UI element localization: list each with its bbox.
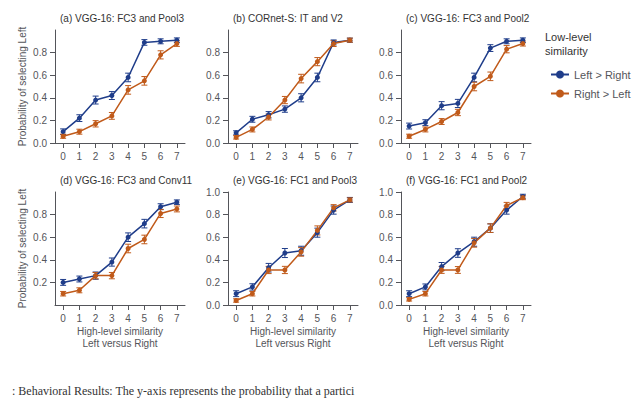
svg-text:4: 4 xyxy=(471,151,477,162)
svg-text:4: 4 xyxy=(125,313,131,324)
svg-text:7: 7 xyxy=(174,151,180,162)
svg-text:similarity: similarity xyxy=(545,45,588,57)
svg-text:0.2: 0.2 xyxy=(33,115,47,126)
svg-text:0.0: 0.0 xyxy=(206,138,220,149)
svg-text:0.0: 0.0 xyxy=(379,300,393,311)
svg-text:6: 6 xyxy=(331,151,337,162)
svg-text:0.8: 0.8 xyxy=(206,209,220,220)
svg-text:6: 6 xyxy=(158,313,164,324)
svg-text:0.0: 0.0 xyxy=(33,138,47,149)
svg-text:7: 7 xyxy=(174,313,180,324)
svg-text:4: 4 xyxy=(125,151,131,162)
svg-text:2: 2 xyxy=(93,313,99,324)
svg-text:(b) CORnet-S: IT and V2: (b) CORnet-S: IT and V2 xyxy=(233,13,343,24)
svg-text:7: 7 xyxy=(347,151,353,162)
svg-text:0.2: 0.2 xyxy=(33,277,47,288)
svg-text:5: 5 xyxy=(142,313,148,324)
svg-text:0.6: 0.6 xyxy=(379,232,393,243)
svg-text:3: 3 xyxy=(282,151,288,162)
svg-text:0.8: 0.8 xyxy=(379,47,393,58)
svg-text:1: 1 xyxy=(250,313,256,324)
svg-text:7: 7 xyxy=(347,313,353,324)
svg-text:(d) VGG-16: FC3 and Conv11: (d) VGG-16: FC3 and Conv11 xyxy=(60,175,193,186)
svg-text:0.6: 0.6 xyxy=(33,232,47,243)
svg-text:0.2: 0.2 xyxy=(379,115,393,126)
svg-text:1: 1 xyxy=(77,313,83,324)
svg-text:0.4: 0.4 xyxy=(206,254,220,265)
svg-text:2: 2 xyxy=(439,313,445,324)
svg-text:6: 6 xyxy=(158,151,164,162)
svg-text:Left versus Right: Left versus Right xyxy=(82,338,157,349)
svg-text:2: 2 xyxy=(266,151,272,162)
svg-text:6: 6 xyxy=(504,313,510,324)
svg-text:3: 3 xyxy=(455,151,461,162)
svg-text:0.2: 0.2 xyxy=(206,115,220,126)
svg-text:High-level similarity: High-level similarity xyxy=(250,326,336,337)
svg-text:1: 1 xyxy=(423,151,429,162)
svg-text:7: 7 xyxy=(520,313,526,324)
svg-text:0.8: 0.8 xyxy=(379,209,393,220)
svg-text:Left versus Right: Left versus Right xyxy=(428,338,503,349)
svg-text:4: 4 xyxy=(298,151,304,162)
svg-text:0: 0 xyxy=(60,313,66,324)
svg-text:(c) VGG-16: FC3 and Pool2: (c) VGG-16: FC3 and Pool2 xyxy=(406,13,530,24)
svg-text:5: 5 xyxy=(488,151,494,162)
svg-text:1.0: 1.0 xyxy=(379,187,393,198)
svg-text:(f) VGG-16: FC1 and Pool2: (f) VGG-16: FC1 and Pool2 xyxy=(406,175,528,186)
svg-text:0.4: 0.4 xyxy=(379,92,393,103)
svg-text:1: 1 xyxy=(423,313,429,324)
svg-text:3: 3 xyxy=(455,313,461,324)
svg-text:1: 1 xyxy=(250,151,256,162)
svg-text:0.2: 0.2 xyxy=(206,277,220,288)
svg-text:2: 2 xyxy=(439,151,445,162)
svg-text:(e) VGG-16: FC1 and Pool3: (e) VGG-16: FC1 and Pool3 xyxy=(233,175,357,186)
svg-text:3: 3 xyxy=(109,313,115,324)
svg-text:0.4: 0.4 xyxy=(379,254,393,265)
svg-text:5: 5 xyxy=(488,313,494,324)
svg-text:4: 4 xyxy=(471,313,477,324)
svg-text:: Behavioral Results: The y-ax: : Behavioral Results: The y-axis represe… xyxy=(12,384,355,398)
svg-text:0.8: 0.8 xyxy=(33,47,47,58)
svg-text:Low-level: Low-level xyxy=(545,31,591,43)
svg-text:Left versus Right: Left versus Right xyxy=(255,338,330,349)
svg-text:4: 4 xyxy=(298,313,304,324)
svg-text:High-level similarity: High-level similarity xyxy=(77,326,163,337)
svg-text:0.8: 0.8 xyxy=(206,47,220,58)
svg-text:3: 3 xyxy=(282,313,288,324)
svg-text:2: 2 xyxy=(93,151,99,162)
svg-text:2: 2 xyxy=(266,313,272,324)
svg-text:1: 1 xyxy=(77,151,83,162)
svg-text:0.0: 0.0 xyxy=(206,300,220,311)
svg-text:5: 5 xyxy=(315,313,321,324)
svg-text:0.6: 0.6 xyxy=(379,70,393,81)
svg-text:Probability of selecting Left: Probability of selecting Left xyxy=(17,27,28,147)
svg-text:0.4: 0.4 xyxy=(33,92,47,103)
svg-text:5: 5 xyxy=(315,151,321,162)
svg-text:0: 0 xyxy=(406,313,412,324)
svg-text:0.6: 0.6 xyxy=(206,232,220,243)
svg-text:(a) VGG-16: FC3 and Pool3: (a) VGG-16: FC3 and Pool3 xyxy=(60,13,184,24)
svg-text:0: 0 xyxy=(233,313,239,324)
svg-text:3: 3 xyxy=(109,151,115,162)
svg-text:0.6: 0.6 xyxy=(206,70,220,81)
svg-text:6: 6 xyxy=(504,151,510,162)
svg-text:0.4: 0.4 xyxy=(206,92,220,103)
svg-text:0.8: 0.8 xyxy=(33,209,47,220)
svg-text:Right > Left: Right > Left xyxy=(574,88,631,100)
svg-text:7: 7 xyxy=(520,151,526,162)
svg-text:0.4: 0.4 xyxy=(33,254,47,265)
svg-text:6: 6 xyxy=(331,313,337,324)
svg-text:1.0: 1.0 xyxy=(206,187,220,198)
svg-text:0: 0 xyxy=(60,151,66,162)
svg-text:0.6: 0.6 xyxy=(33,70,47,81)
svg-text:0.0: 0.0 xyxy=(379,138,393,149)
svg-text:High-level similarity: High-level similarity xyxy=(423,326,509,337)
svg-text:0: 0 xyxy=(406,151,412,162)
svg-text:0: 0 xyxy=(233,151,239,162)
svg-text:Probability of selecting Left: Probability of selecting Left xyxy=(17,189,28,309)
svg-text:5: 5 xyxy=(142,151,148,162)
svg-text:0.2: 0.2 xyxy=(379,277,393,288)
svg-text:Left > Right: Left > Right xyxy=(574,69,631,81)
